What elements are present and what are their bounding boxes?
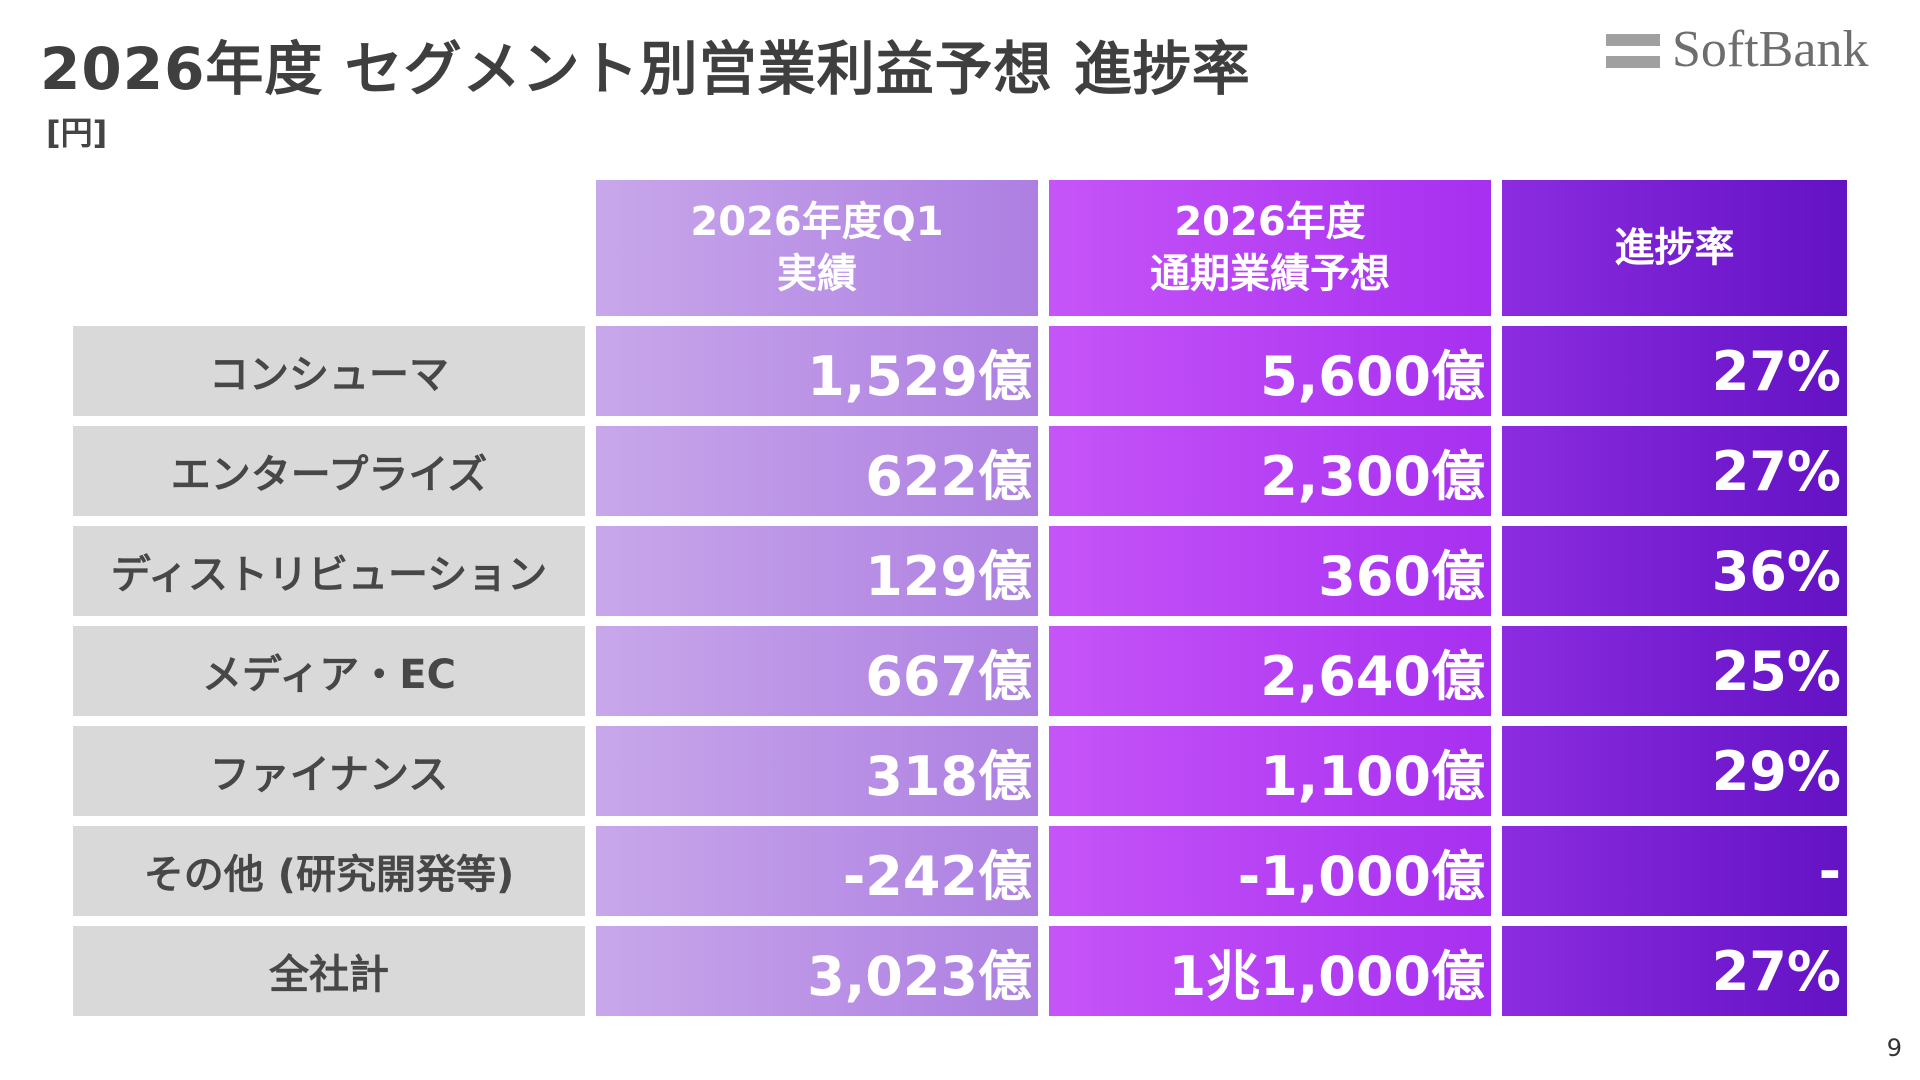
progress-value: - <box>1502 826 1847 916</box>
header-fy-forecast-line1: 2026年度 <box>1174 199 1366 245</box>
progress-value: 29% <box>1502 726 1847 816</box>
row-label: ディストリビューション <box>73 526 585 616</box>
page-number: 9 <box>1886 1034 1902 1062</box>
header-fy-forecast-line2: 通期業績予想 <box>1150 251 1390 297</box>
q1-actual-value: 622億 <box>596 426 1038 516</box>
fy-forecast-value: 5,600億 <box>1049 326 1491 416</box>
page-title: 2026年度 セグメント別営業利益予想 進捗率 <box>40 35 1251 103</box>
q1-actual-value: -242億 <box>596 826 1038 916</box>
progress-value: 36% <box>1502 526 1847 616</box>
row-label: メディア・EC <box>73 626 585 716</box>
header-progress: 進捗率 <box>1502 180 1847 316</box>
q1-actual-value: 129億 <box>596 526 1038 616</box>
progress-total: 27% <box>1502 926 1847 1016</box>
row-label: エンタープライズ <box>73 426 585 516</box>
fy-forecast-value: 360億 <box>1049 526 1491 616</box>
progress-value: 25% <box>1502 626 1847 716</box>
unit-label: [円] <box>46 114 108 152</box>
progress-value: 27% <box>1502 326 1847 416</box>
fy-forecast-value: -1,000億 <box>1049 826 1491 916</box>
q1-actual-total: 3,023億 <box>596 926 1038 1016</box>
q1-actual-value: 667億 <box>596 626 1038 716</box>
fy-forecast-value: 1,100億 <box>1049 726 1491 816</box>
softbank-logo: SoftBank <box>1606 21 1896 78</box>
header-fy-forecast: 2026年度 通期業績予想 <box>1049 180 1491 316</box>
row-label: ファイナンス <box>73 726 585 816</box>
q1-actual-value: 318億 <box>596 726 1038 816</box>
row-label-total: 全社計 <box>73 926 585 1016</box>
q1-actual-value: 1,529億 <box>596 326 1038 416</box>
fy-forecast-total: 1兆1,000億 <box>1049 926 1491 1016</box>
fy-forecast-value: 2,300億 <box>1049 426 1491 516</box>
header-progress-line1: 進捗率 <box>1614 225 1735 271</box>
fy-forecast-value: 2,640億 <box>1049 626 1491 716</box>
row-label: コンシューマ <box>73 326 585 416</box>
logo-bars-icon <box>1606 30 1660 72</box>
logo-text: SoftBank <box>1672 21 1869 78</box>
header-q1-actual-line1: 2026年度Q1 <box>690 199 944 245</box>
header-q1-actual-line2: 実績 <box>777 251 857 297</box>
header-q1-actual: 2026年度Q1 実績 <box>596 180 1038 316</box>
progress-value: 27% <box>1502 426 1847 516</box>
row-label: その他 (研究開発等) <box>73 826 585 916</box>
